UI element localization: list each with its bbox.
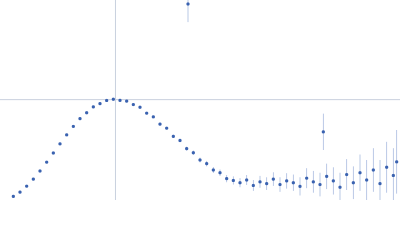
data-point	[51, 151, 55, 155]
data-point	[151, 115, 155, 119]
data-point	[165, 126, 169, 130]
data-point	[91, 105, 95, 109]
data-point	[118, 98, 122, 102]
data-point	[285, 179, 289, 183]
data-point	[11, 194, 15, 198]
data-point	[385, 165, 389, 169]
data-point	[278, 182, 282, 187]
data-point	[85, 111, 89, 115]
data-point	[305, 176, 309, 180]
chart	[0, 0, 400, 200]
data-point	[371, 168, 375, 172]
data-point	[191, 151, 195, 155]
data-point	[211, 168, 215, 172]
data-point	[271, 177, 275, 181]
data-point	[205, 162, 209, 166]
data-point	[178, 138, 182, 143]
data-point	[395, 160, 399, 164]
data-point	[251, 183, 255, 188]
data-point	[358, 171, 362, 175]
data-point	[321, 130, 325, 134]
data-point	[138, 105, 142, 109]
data-point	[198, 158, 202, 162]
data-point	[185, 147, 189, 151]
data-point	[25, 184, 29, 188]
data-point	[38, 169, 42, 173]
data-point	[225, 177, 229, 181]
data-point	[231, 178, 235, 183]
data-point	[186, 2, 190, 6]
data-point	[345, 172, 349, 177]
data-point	[65, 133, 69, 137]
data-point	[45, 160, 49, 164]
data-point	[325, 174, 329, 178]
data-point	[111, 97, 115, 101]
data-point	[31, 177, 35, 181]
data-point	[58, 142, 62, 146]
data-point	[78, 117, 82, 121]
data-point	[105, 98, 109, 103]
data-point	[351, 181, 355, 185]
data-point	[71, 124, 75, 129]
data-point	[218, 171, 222, 175]
data-point	[311, 180, 315, 184]
data-point	[125, 99, 129, 103]
data-point	[331, 179, 335, 183]
data-point	[245, 178, 249, 182]
data-point	[258, 180, 262, 184]
data-point	[338, 185, 342, 189]
data-point	[158, 122, 162, 126]
data-point	[18, 190, 22, 194]
data-point	[238, 181, 242, 185]
data-point	[171, 134, 175, 138]
data-point	[291, 181, 295, 185]
data-point	[265, 182, 269, 186]
data-point	[145, 111, 149, 115]
data-point	[298, 184, 302, 188]
data-point	[131, 102, 135, 107]
data-point	[378, 182, 382, 186]
data-point	[318, 182, 322, 187]
data-point	[391, 173, 395, 178]
data-point	[98, 102, 102, 106]
data-point	[365, 178, 369, 182]
